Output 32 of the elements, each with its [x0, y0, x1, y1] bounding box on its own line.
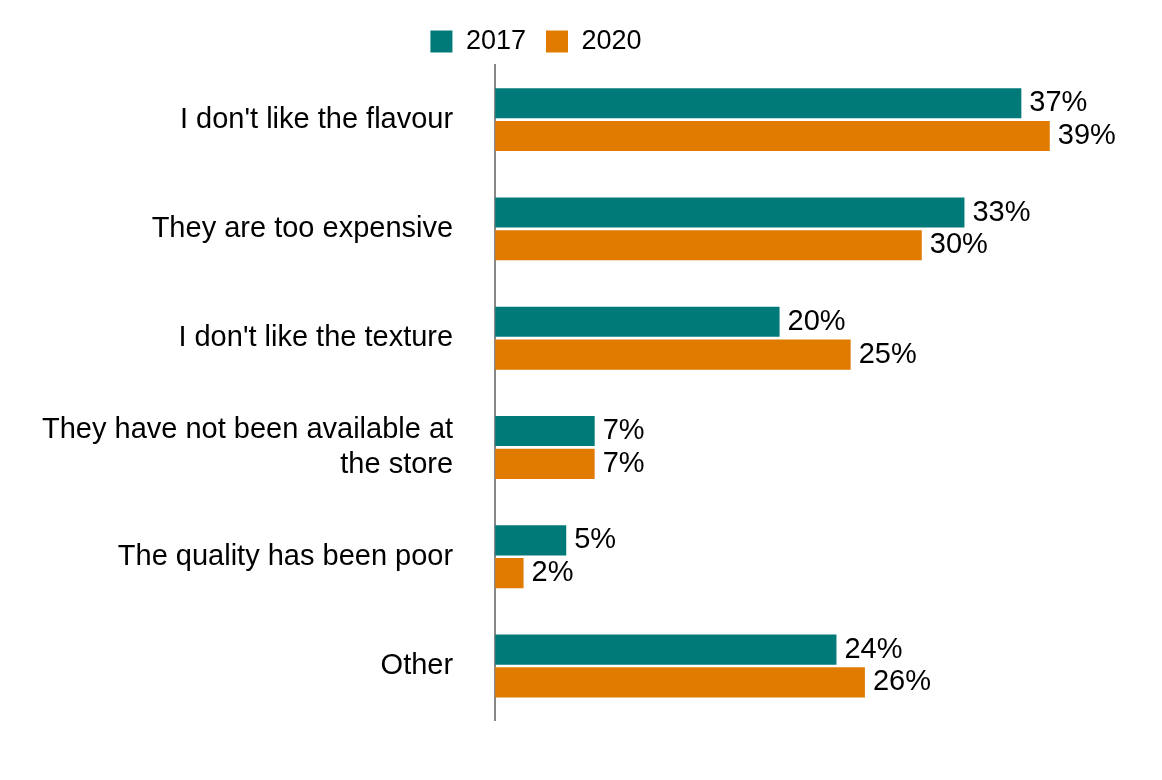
- bar: [495, 525, 567, 556]
- bar: [495, 339, 851, 370]
- data-label: 5%: [574, 522, 617, 555]
- y-tick-label: Other: [380, 647, 454, 680]
- bar: [495, 667, 865, 698]
- legend-label: 2017: [465, 24, 527, 55]
- data-label: 7%: [602, 413, 645, 446]
- data-label: 37%: [1029, 85, 1088, 118]
- y-tick-label: I don't like the texture: [178, 320, 454, 353]
- data-label: 30%: [929, 227, 988, 260]
- data-label: 26%: [872, 664, 931, 697]
- data-label: 25%: [858, 336, 917, 369]
- bar: [495, 230, 922, 261]
- y-tick-label: They have not been available at the store: [41, 412, 454, 479]
- data-label: 7%: [602, 445, 645, 478]
- bar: [495, 306, 780, 337]
- y-tick-label: I don't like the flavour: [179, 101, 454, 134]
- data-label: 20%: [787, 303, 846, 336]
- bar: [495, 634, 837, 665]
- y-tick-label: The quality has been poor: [117, 538, 454, 571]
- data-label: 24%: [844, 631, 903, 664]
- bar: [495, 448, 595, 479]
- data-label: 33%: [972, 194, 1031, 227]
- data-label: 2%: [531, 555, 574, 588]
- bar: [495, 197, 965, 228]
- bar: [495, 415, 595, 447]
- legend-label: 2020: [581, 24, 642, 55]
- bar: [495, 558, 524, 589]
- bar: [495, 120, 1050, 152]
- bar: [495, 88, 1022, 119]
- data-label: 39%: [1057, 118, 1116, 151]
- y-tick-label: They are too expensive: [151, 210, 454, 243]
